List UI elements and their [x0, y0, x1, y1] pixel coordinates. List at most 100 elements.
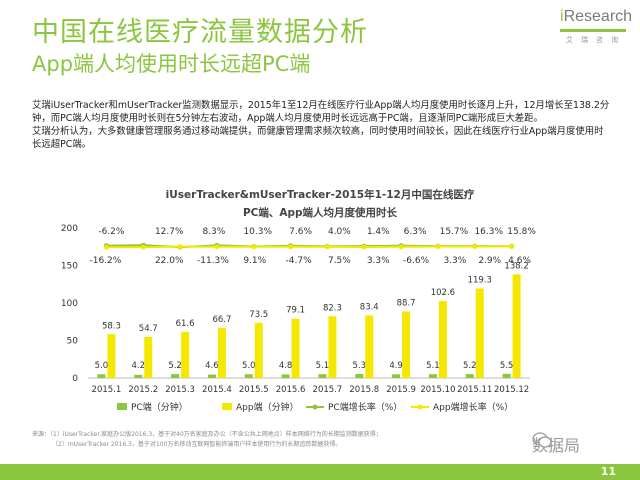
logo-word: Research — [563, 8, 633, 25]
pc-bar — [97, 374, 106, 378]
x-tick-label: 2015.4 — [202, 385, 232, 395]
pc-bar — [207, 374, 216, 378]
y-tick-label: 0 — [72, 374, 78, 384]
app-bar — [291, 318, 300, 378]
logo-cn: 艾瑞咨询 — [566, 36, 626, 44]
app-bar — [181, 331, 190, 378]
app-growth-point — [214, 244, 220, 250]
page-subtitle: App端人均使用时长远超PC端 — [32, 52, 311, 76]
pc-bar — [465, 374, 474, 378]
growth-label-top: 8.3% — [202, 227, 225, 237]
pc-bar-label: 5.1 — [426, 361, 440, 371]
app-bar — [107, 334, 116, 378]
pc-bar — [502, 373, 511, 378]
app-bar-label: 54.7 — [139, 324, 158, 334]
pc-bar — [428, 374, 437, 378]
app-bar — [512, 274, 521, 378]
app-growth-point — [472, 244, 478, 250]
x-tick-label: 2015.8 — [349, 385, 379, 395]
x-tick-label: 2015.12 — [494, 385, 529, 395]
app-growth-point — [361, 244, 367, 250]
pc-bar-label: 5.2 — [168, 361, 182, 371]
app-bar — [254, 322, 263, 378]
logo-bar — [560, 29, 626, 32]
app-bar — [438, 301, 447, 378]
pc-bar-label: 5.3 — [352, 361, 366, 371]
pc-bar-label: 5.2 — [463, 361, 477, 371]
pc-bar-label: 5.1 — [316, 361, 330, 371]
growth-label-top: 4.0% — [328, 227, 351, 237]
app-growth-point — [288, 244, 294, 250]
app-bar-label: 119.3 — [468, 276, 492, 286]
growth-label-top: 12.7% — [155, 227, 184, 237]
growth-label-bottom: 2.9% — [478, 256, 501, 266]
growth-label-bottom: 7.5% — [328, 256, 351, 266]
source-line-2: （2）mUserTracker 2016.3，基于对100万名移动互联网智能终端… — [52, 441, 342, 448]
growth-label-bottom: -11.3% — [197, 256, 229, 266]
growth-label-top: 15.8% — [507, 227, 536, 237]
app-bar-label: 66.7 — [212, 315, 231, 325]
app-bar — [328, 316, 337, 378]
description-paragraph-2: 艾瑞分析认为，大多数健康管理服务通过移动端提供，而健康管理需求频次较高，同时使用… — [32, 126, 604, 150]
legend-swatch — [117, 403, 127, 410]
growth-label-bottom: 9.1% — [243, 256, 266, 266]
pc-bar-label: 5.5 — [500, 361, 514, 371]
page-title: 中国在线医疗流量数据分析 — [32, 17, 368, 48]
app-bar — [365, 315, 374, 378]
pc-bar-label: 4.2 — [131, 361, 145, 371]
source-note: 来源：（1）iUserTracker.家庭办公版2016.3，基于对40万名家庭… — [32, 430, 382, 450]
app-growth-point — [324, 244, 330, 250]
app-bar-label: 61.6 — [176, 319, 195, 329]
pc-bar-label: 4.6 — [205, 361, 219, 371]
growth-label-bottom: 22.0% — [155, 256, 184, 266]
legend-swatch-marker — [417, 404, 423, 410]
x-tick-label: 2015.7 — [313, 385, 343, 395]
growth-label-bottom: 4.6% — [508, 256, 531, 266]
growth-label-bottom: 3.3% — [443, 256, 466, 266]
x-tick-label: 2015.6 — [276, 385, 306, 395]
app-growth-point — [398, 244, 404, 250]
x-tick-label: 2015.9 — [386, 385, 416, 395]
legend-label: App端增长率（%） — [433, 401, 513, 413]
growth-label-bottom: 3.3% — [367, 256, 390, 266]
footer-bar: 11 — [0, 464, 640, 480]
page-number: 11 — [600, 465, 616, 478]
iresearch-logo: iResearch 艾瑞咨询 — [544, 6, 632, 46]
app-bar-label: 82.3 — [323, 303, 342, 313]
growth-label-top: 10.3% — [243, 227, 272, 237]
pc-bar — [318, 374, 327, 378]
source-line-1: 来源：（1）iUserTracker.家庭办公版2016.3，基于对40万名家庭… — [32, 431, 382, 438]
growth-label-top: 16.3% — [474, 227, 503, 237]
wechat-watermark: 数据局 — [532, 432, 580, 456]
y-tick-label: 150 — [61, 262, 78, 272]
app-growth-point — [251, 244, 257, 250]
x-tick-label: 2015.2 — [128, 385, 158, 395]
app-bar-label: 102.6 — [431, 288, 455, 298]
pc-bar — [171, 374, 180, 378]
app-growth-point — [177, 244, 183, 250]
chart-title-line2: PC端、App端人均月度使用时长 — [242, 207, 398, 219]
app-bar — [217, 327, 226, 378]
x-tick-label: 2015.3 — [165, 385, 195, 395]
growth-label-top: 15.7% — [440, 227, 469, 237]
x-tick-label: 2015.11 — [457, 385, 492, 395]
chart-title-line1: iUserTracker&mUserTracker-2015年1-12月中国在线… — [165, 189, 475, 201]
description: 艾瑞iUserTracker和mUserTracker监测数据显示，2015年1… — [32, 99, 612, 151]
growth-label-top: -6.2% — [98, 227, 125, 237]
pc-bar — [244, 374, 253, 378]
pc-bar-label: 5.0 — [242, 361, 256, 371]
growth-label-top: 1.4% — [367, 227, 390, 237]
logo-i: i — [560, 8, 564, 25]
app-bar-label: 83.4 — [360, 302, 379, 312]
legend-label: PC端（分钟） — [131, 401, 188, 413]
app-bar-label: 88.7 — [397, 298, 416, 308]
app-bar-label: 58.3 — [102, 321, 121, 331]
legend-swatch — [222, 403, 232, 410]
growth-label-bottom: -4.7% — [286, 256, 313, 266]
app-bar-label: 138.2 — [504, 261, 528, 271]
app-growth-point — [435, 244, 441, 250]
app-growth-point — [103, 244, 109, 250]
y-tick-label: 100 — [61, 299, 78, 309]
x-tick-label: 2015.5 — [239, 385, 269, 395]
